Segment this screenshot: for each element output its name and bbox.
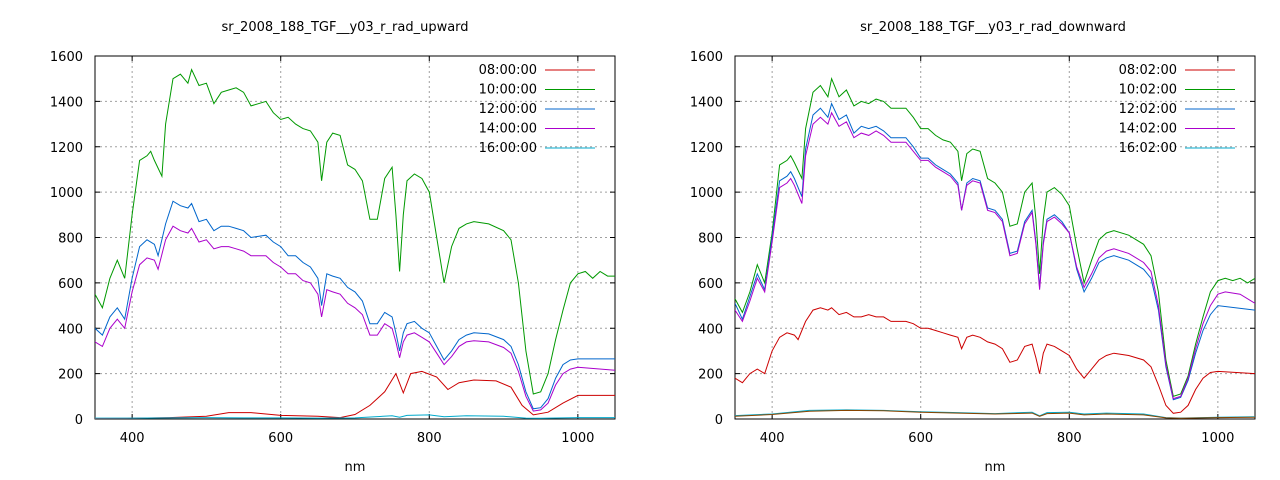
series-line-2 [735, 102, 1255, 401]
chart-title: sr_2008_188_TGF__y03_r_rad_upward [221, 20, 468, 35]
y-tick-label: 800 [58, 232, 83, 247]
series-line-1 [735, 76, 1255, 397]
legend-label: 10:02:00 [1119, 83, 1177, 98]
series-line-4 [95, 414, 615, 419]
legend-label: 08:00:00 [479, 63, 537, 78]
series-group [735, 76, 1255, 419]
y-tick-label: 1200 [50, 141, 83, 156]
y-tick-label: 600 [698, 277, 723, 292]
series-line-3 [735, 111, 1255, 400]
legend-label: 08:02:00 [1119, 63, 1177, 78]
y-tick-label: 1000 [690, 186, 723, 201]
downward-chart: sr_2008_188_TGF__y03_r_rad_downward nm 0… [690, 20, 1256, 475]
legend-label: 12:00:00 [479, 102, 537, 117]
chart-title: sr_2008_188_TGF__y03_r_rad_downward [860, 20, 1126, 35]
legend-label: 14:00:00 [479, 122, 537, 137]
series-line-2 [95, 200, 615, 410]
x-tick-label: 400 [120, 431, 145, 446]
series-group [95, 68, 615, 419]
x-tick-label: 1000 [1201, 431, 1234, 446]
legend-label: 16:00:00 [479, 141, 537, 156]
x-axis-label: nm [985, 460, 1006, 475]
y-tick-label: 400 [58, 322, 83, 337]
x-tick-label: 600 [268, 431, 293, 446]
y-tick-label: 1600 [50, 50, 83, 65]
legend-label: 16:02:00 [1119, 141, 1177, 156]
y-tick-label: 0 [715, 413, 723, 428]
legend-label: 14:02:00 [1119, 122, 1177, 137]
series-line-0 [735, 307, 1255, 414]
x-tick-label: 800 [417, 431, 442, 446]
x-axis-label: nm [345, 460, 366, 475]
x-tick-label: 400 [760, 431, 785, 446]
series-line-0 [95, 370, 615, 419]
series-line-1 [95, 68, 615, 395]
legend-label: 10:00:00 [479, 83, 537, 98]
y-tick-label: 1000 [50, 186, 83, 201]
y-tick-label: 1400 [690, 95, 723, 110]
y-tick-label: 1200 [690, 141, 723, 156]
series-line-5 [735, 409, 1255, 419]
x-tick-label: 600 [908, 431, 933, 446]
upward-chart: sr_2008_188_TGF__y03_r_rad_upward nm 0 20… [50, 20, 616, 475]
y-tick-label: 1600 [690, 50, 723, 65]
series-line-3 [95, 225, 615, 412]
y-tick-label: 1400 [50, 95, 83, 110]
y-tick-label: 0 [75, 413, 83, 428]
x-tick-label: 1000 [561, 431, 594, 446]
x-tick-label: 800 [1057, 431, 1082, 446]
legend-label: 12:02:00 [1119, 102, 1177, 117]
y-tick-label: 800 [698, 232, 723, 247]
y-tick-label: 400 [698, 322, 723, 337]
y-tick-label: 200 [698, 368, 723, 383]
y-tick-label: 600 [58, 277, 83, 292]
y-tick-label: 200 [58, 368, 83, 383]
